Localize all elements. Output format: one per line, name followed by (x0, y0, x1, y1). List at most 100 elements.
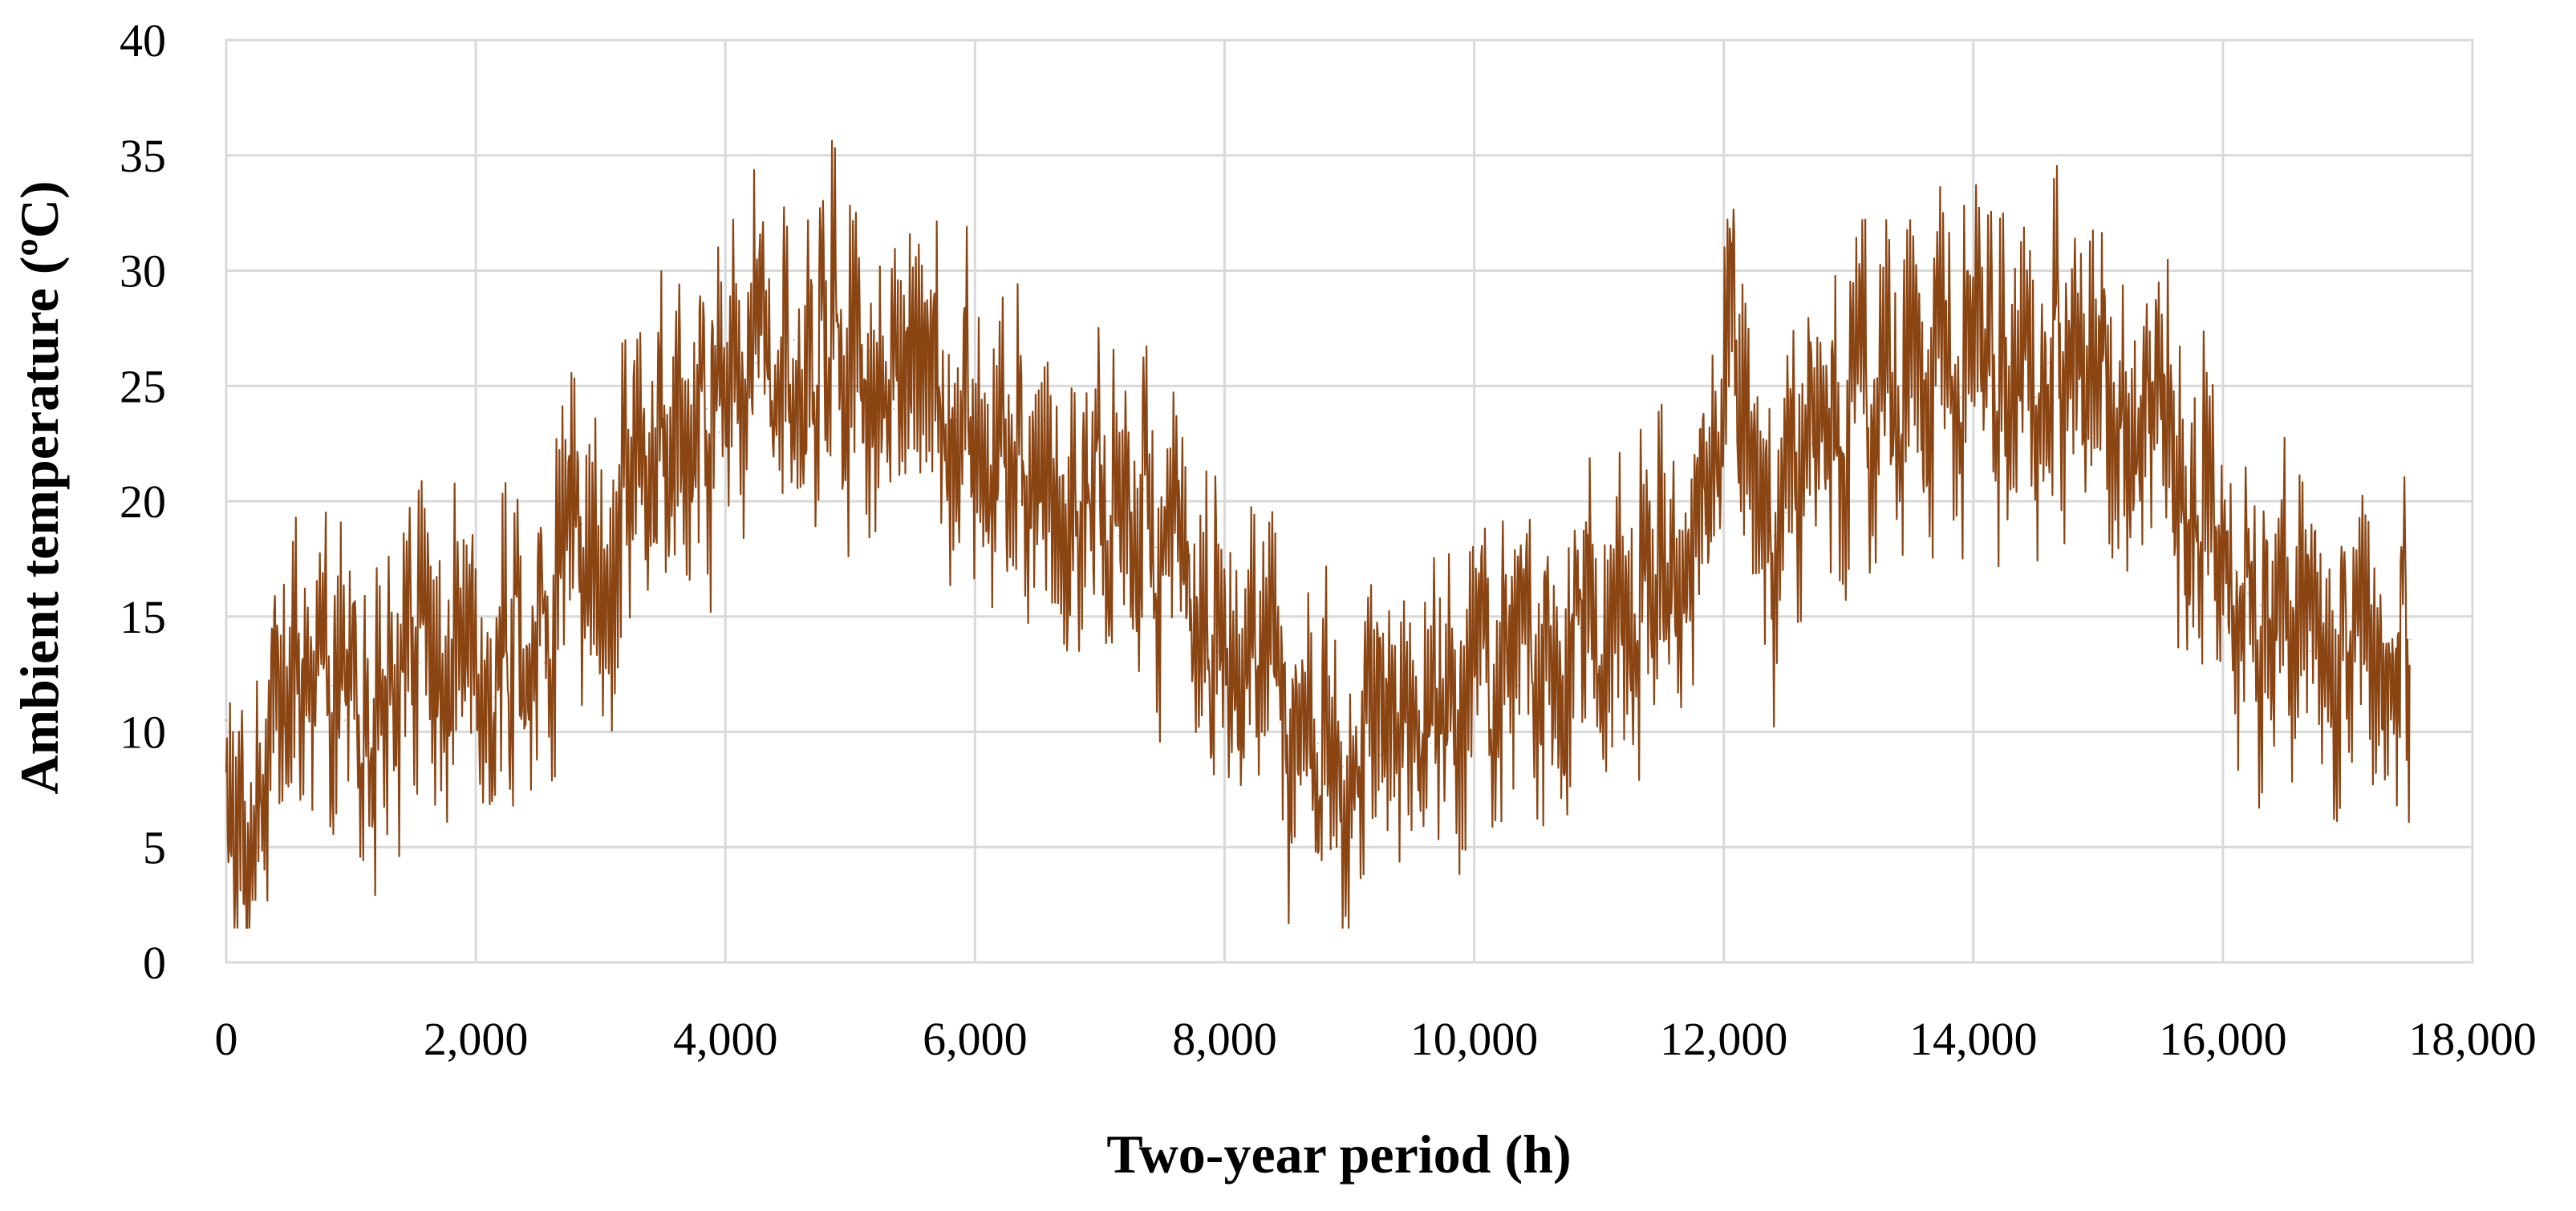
temperature-data-point (1848, 396, 1850, 399)
temperature-data-point (2246, 592, 2249, 595)
temperature-data-point (1017, 454, 1020, 456)
temperature-data-point (943, 385, 945, 387)
temperature-data-point (1972, 373, 1974, 376)
temperature-data-point (1466, 707, 1470, 710)
temperature-data-point (631, 477, 633, 480)
temperature-data-point (1342, 765, 1345, 768)
temperature-data-point (2109, 385, 2112, 387)
temperature-data-point (518, 615, 521, 618)
temperature-data-point (1617, 615, 1619, 618)
temperature-data-point (805, 373, 808, 376)
temperature-data-point (2297, 638, 2299, 641)
temperature-data-point (2034, 396, 2037, 399)
temperature-data-point (1080, 512, 1082, 514)
temperature-data-point (530, 638, 533, 641)
temperature-data-point (481, 684, 484, 687)
temperature-data-point (1192, 604, 1195, 606)
temperature-data-point (1304, 707, 1307, 710)
temperature-data-point (318, 638, 321, 641)
temperature-data-point (955, 419, 958, 422)
temperature-data-point (244, 823, 246, 825)
temperature-data-point (2221, 546, 2225, 549)
temperature-data-point (2259, 604, 2262, 606)
temperature-data-point (880, 373, 882, 376)
temperature-data-point (1835, 431, 1837, 433)
y-tick-label: 5 (143, 821, 166, 873)
temperature-data-point (368, 742, 371, 745)
temperature-data-point (918, 362, 920, 364)
temperature-data-point (543, 662, 546, 664)
temperature-data-point (1454, 684, 1457, 687)
temperature-data-point (1067, 488, 1070, 491)
temperature-data-point (306, 707, 309, 710)
temperature-data-point (272, 707, 275, 710)
temperature-data-point (444, 650, 446, 653)
temperature-data-point (1872, 407, 1875, 411)
y-tick-label: 35 (120, 130, 166, 182)
temperature-data-point (1797, 477, 1800, 480)
temperature-data-point (356, 696, 359, 699)
temperature-data-point (905, 385, 908, 387)
temperature-data-point (1105, 500, 1107, 503)
temperature-data-point (406, 673, 408, 675)
x-axis-title: Two-year period (h) (1106, 1124, 1571, 1185)
temperature-data-point (1142, 488, 1145, 491)
temperature-data-point (381, 731, 383, 733)
y-tick-label: 15 (120, 591, 166, 643)
temperature-data-point (2122, 419, 2124, 422)
temperature-data-point (1055, 454, 1057, 456)
temperature-data-point (556, 604, 558, 606)
temperature-data-point (1042, 419, 1045, 422)
temperature-data-point (281, 754, 284, 756)
temperature-data-point (2209, 534, 2212, 537)
y-tick-label: 30 (120, 245, 166, 298)
temperature-data-point (1772, 534, 1775, 537)
temperature-data-point (1725, 315, 1727, 318)
temperature-data-point (1005, 431, 1008, 433)
x-tick-label: 16,000 (2159, 1013, 2287, 1065)
y-axis-title: Ambient temperature (ºC) (9, 180, 70, 794)
temperature-data-point (2309, 650, 2311, 653)
temperature-data-point (493, 696, 496, 699)
temperature-data-point (893, 407, 895, 411)
x-tick-label: 10,000 (1410, 1013, 1539, 1065)
x-tick-label: 18,000 (2408, 1013, 2537, 1065)
temperature-data-point (2334, 662, 2337, 664)
temperature-data-point (1666, 569, 1669, 572)
temperature-data-point (1404, 696, 1407, 699)
temperature-data-point (2396, 650, 2399, 653)
y-tick-label: 20 (120, 476, 166, 528)
temperature-data-point (1154, 546, 1158, 549)
temperature-data-point (842, 362, 846, 364)
temperature-data-point (1604, 638, 1607, 641)
x-tick-label: 2,000 (424, 1013, 529, 1065)
temperature-data-point (705, 407, 708, 411)
temperature-data-point (2185, 477, 2187, 480)
temperature-data-point (393, 707, 396, 710)
temperature-data-point (568, 569, 570, 572)
y-tick-label: 40 (120, 14, 166, 67)
temperature-data-point (1541, 638, 1544, 641)
temperature-data-point (1429, 742, 1432, 745)
temperature-data-point (1255, 684, 1257, 687)
temperature-data-point (253, 869, 255, 872)
temperature-data-point (1567, 650, 1569, 653)
temperature-data-point (1704, 523, 1706, 525)
temperature-data-point (1442, 707, 1444, 710)
temperature-data-point (331, 684, 334, 687)
temperature-data-point (1785, 512, 1787, 514)
temperature-data-point (1822, 407, 1825, 411)
temperature-data-point (1641, 604, 1644, 606)
temperature-data-point (1280, 696, 1282, 699)
temperature-data-point (2409, 638, 2412, 641)
temperature-data-point (1479, 673, 1482, 675)
temperature-data-point (1909, 396, 1913, 399)
temperature-data-point (1653, 581, 1657, 583)
temperature-data-point (1735, 338, 1738, 341)
temperature-data-point (2359, 638, 2362, 641)
temperature-data-point (2197, 500, 2199, 503)
temperature-data-point (1491, 696, 1495, 699)
temperature-data-point (1985, 350, 1987, 353)
